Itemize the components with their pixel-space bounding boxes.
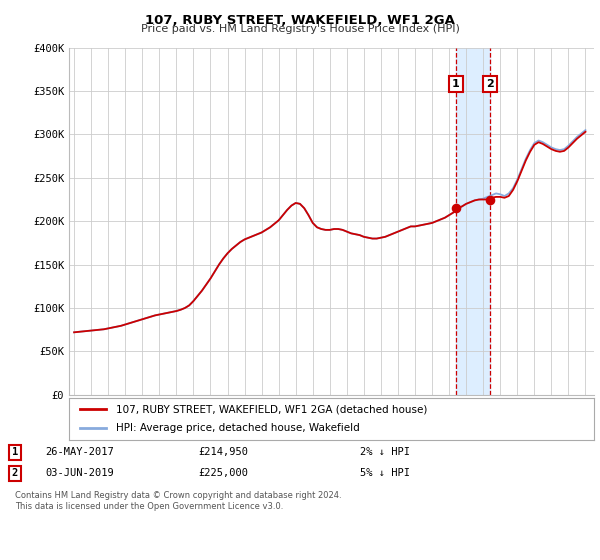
Text: £214,950: £214,950 <box>198 447 248 458</box>
Text: 5% ↓ HPI: 5% ↓ HPI <box>360 468 410 478</box>
Bar <box>456 48 490 395</box>
Text: This data is licensed under the Open Government Licence v3.0.: This data is licensed under the Open Gov… <box>15 502 283 511</box>
Text: Contains HM Land Registry data © Crown copyright and database right 2024.: Contains HM Land Registry data © Crown c… <box>15 491 341 500</box>
Text: 2: 2 <box>12 468 18 478</box>
Text: Price paid vs. HM Land Registry's House Price Index (HPI): Price paid vs. HM Land Registry's House … <box>140 24 460 34</box>
Text: 03-JUN-2019: 03-JUN-2019 <box>45 468 114 478</box>
Text: £225,000: £225,000 <box>198 468 248 478</box>
Text: 2: 2 <box>486 79 494 89</box>
Text: 1: 1 <box>12 447 18 458</box>
Text: 26-MAY-2017: 26-MAY-2017 <box>45 447 114 458</box>
Text: 2% ↓ HPI: 2% ↓ HPI <box>360 447 410 458</box>
Text: 107, RUBY STREET, WAKEFIELD, WF1 2GA (detached house): 107, RUBY STREET, WAKEFIELD, WF1 2GA (de… <box>116 404 428 414</box>
Text: HPI: Average price, detached house, Wakefield: HPI: Average price, detached house, Wake… <box>116 423 360 433</box>
Point <box>485 195 495 204</box>
Point <box>451 204 461 213</box>
Text: 1: 1 <box>452 79 460 89</box>
Text: 107, RUBY STREET, WAKEFIELD, WF1 2GA: 107, RUBY STREET, WAKEFIELD, WF1 2GA <box>145 14 455 27</box>
